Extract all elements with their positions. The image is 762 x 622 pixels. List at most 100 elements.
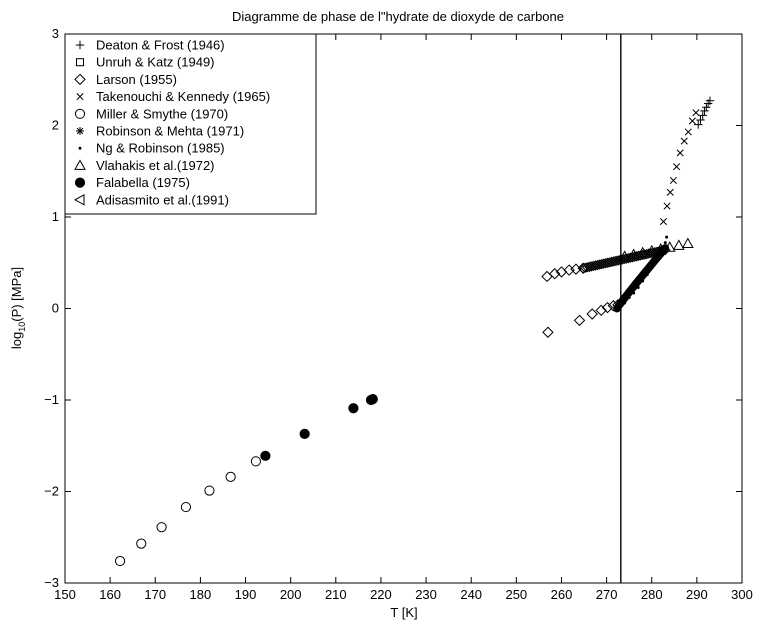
- point-series-0: [702, 103, 711, 112]
- x-tick-label: 290: [686, 587, 708, 602]
- point-series-2: [607, 300, 620, 312]
- point-series-8: [260, 450, 271, 461]
- cloud-upper-marker: [610, 255, 622, 267]
- point-series-3: [663, 202, 671, 210]
- x-tick-label: 270: [596, 587, 618, 602]
- cloud-upper-marker: [598, 258, 609, 269]
- point-series-7: [618, 250, 631, 261]
- legend-entry-1: Unruh & Katz (1949): [96, 55, 215, 70]
- cloud-upper-marker: [582, 262, 593, 273]
- legend-marker-5: [76, 127, 84, 135]
- legend-entry-2: Larson (1955): [96, 72, 177, 87]
- point-series-7: [636, 246, 649, 258]
- point-series-6: [641, 279, 645, 283]
- point-series-6: [665, 235, 669, 239]
- y-axis-label-base: log: [9, 332, 24, 349]
- point-series-3: [680, 137, 688, 145]
- cloud-upper-marker: [584, 261, 595, 273]
- y-tick-label: 2: [52, 118, 59, 133]
- cloud-upper-marker: [586, 261, 597, 272]
- point-series-3: [669, 176, 677, 184]
- point-series-4: [180, 501, 192, 513]
- point-series-2: [595, 304, 607, 317]
- legend: Deaton & Frost (1946) Unruh & Katz (1949)…: [64, 33, 317, 215]
- point-series-7: [627, 248, 640, 260]
- legend-marker-4: [74, 108, 86, 119]
- legend-marker-8: [74, 177, 86, 188]
- point-series-4: [204, 485, 215, 496]
- point-series-2: [563, 264, 575, 276]
- cloud-upper-marker: [631, 251, 642, 262]
- point-series-8: [348, 403, 359, 414]
- cloud-upper-marker: [629, 251, 640, 263]
- point-series-6: [645, 273, 649, 277]
- cloud-upper-marker: [623, 252, 634, 264]
- cloud-upper-marker: [614, 254, 626, 266]
- x-tick-label: 180: [190, 587, 212, 602]
- legend-entry-9: Adisasmito et al.(1991): [96, 192, 229, 207]
- cloud-upper-marker: [643, 248, 655, 259]
- legend-entry-0: Deaton & Frost (1946): [96, 38, 225, 53]
- x-tick-label: 300: [731, 587, 753, 602]
- legend-entry-4: Miller & Smythe (1970): [96, 106, 228, 121]
- point-series-6: [636, 285, 640, 289]
- x-tick-label: 220: [370, 587, 392, 602]
- point-series-0: [705, 96, 715, 105]
- point-series-6: [663, 241, 667, 245]
- ticks-layer: 150 160 170 180 190 200 210 220 230 240 250 260 270 2…: [44, 26, 753, 602]
- point-series-6: [627, 296, 631, 300]
- x-axis-label: T [K]: [390, 605, 417, 620]
- x-tick-label: 260: [551, 587, 573, 602]
- cloud-upper-marker: [616, 254, 628, 265]
- y-axis-label-rest: (P) [MPa]: [9, 267, 24, 322]
- point-series-6: [650, 266, 654, 270]
- cloud-upper-marker: [633, 250, 644, 262]
- y-axis-label-sub: 10: [17, 322, 27, 332]
- legend-marker-7: [74, 159, 86, 170]
- cloud-upper-marker: [606, 256, 618, 268]
- point-series-3: [684, 128, 692, 136]
- point-series-0: [694, 120, 703, 129]
- y-tick-label: −3: [44, 575, 59, 590]
- point-series-4: [114, 555, 126, 567]
- cloud-upper-marker: [588, 260, 599, 272]
- y-tick-label: 3: [52, 26, 59, 41]
- cloud-upper-marker: [592, 259, 603, 271]
- point-series-2: [601, 301, 614, 314]
- point-series-8: [367, 393, 378, 405]
- point-series-3: [692, 109, 700, 117]
- point-series-7: [645, 244, 658, 256]
- point-series-4: [136, 538, 147, 549]
- cloud-upper-marker: [602, 257, 613, 268]
- legend-entry-7: Vlahakis et al.(1972): [96, 158, 215, 173]
- legend-entry-6: Ng & Robinson (1985): [96, 141, 225, 156]
- cloud-upper-marker: [600, 257, 611, 269]
- x-tick-label: 190: [235, 587, 257, 602]
- legend-marker-1: [76, 58, 84, 67]
- point-series-2: [542, 326, 554, 338]
- x-tick-label: 250: [505, 587, 527, 602]
- point-series-3: [676, 149, 684, 157]
- point-series-2: [573, 314, 586, 327]
- legend-marker-2: [74, 73, 86, 86]
- point-series-0: [700, 106, 709, 116]
- point-series-2: [548, 268, 561, 280]
- y-tick-label: 0: [52, 301, 59, 316]
- y-tick-label: −2: [44, 484, 59, 499]
- cloud-upper-marker: [594, 259, 605, 270]
- x-tick-label: 210: [325, 587, 347, 602]
- cloud-upper-marker: [641, 248, 652, 260]
- x-tick-label: 240: [460, 587, 482, 602]
- cloud-upper-marker: [608, 256, 620, 267]
- cloud-upper-marker: [596, 258, 607, 270]
- cloud-upper-marker: [635, 250, 646, 261]
- chart-title: Diagramme de phase de l"hydrate de dioxy…: [232, 9, 564, 24]
- legend-marker-3: [76, 93, 84, 101]
- data-layer: [114, 96, 715, 567]
- point-series-6: [623, 301, 627, 305]
- legend-marker-0: [75, 40, 85, 50]
- point-series-2: [586, 308, 598, 320]
- point-series-0: [698, 111, 707, 120]
- point-series-7: [654, 242, 667, 254]
